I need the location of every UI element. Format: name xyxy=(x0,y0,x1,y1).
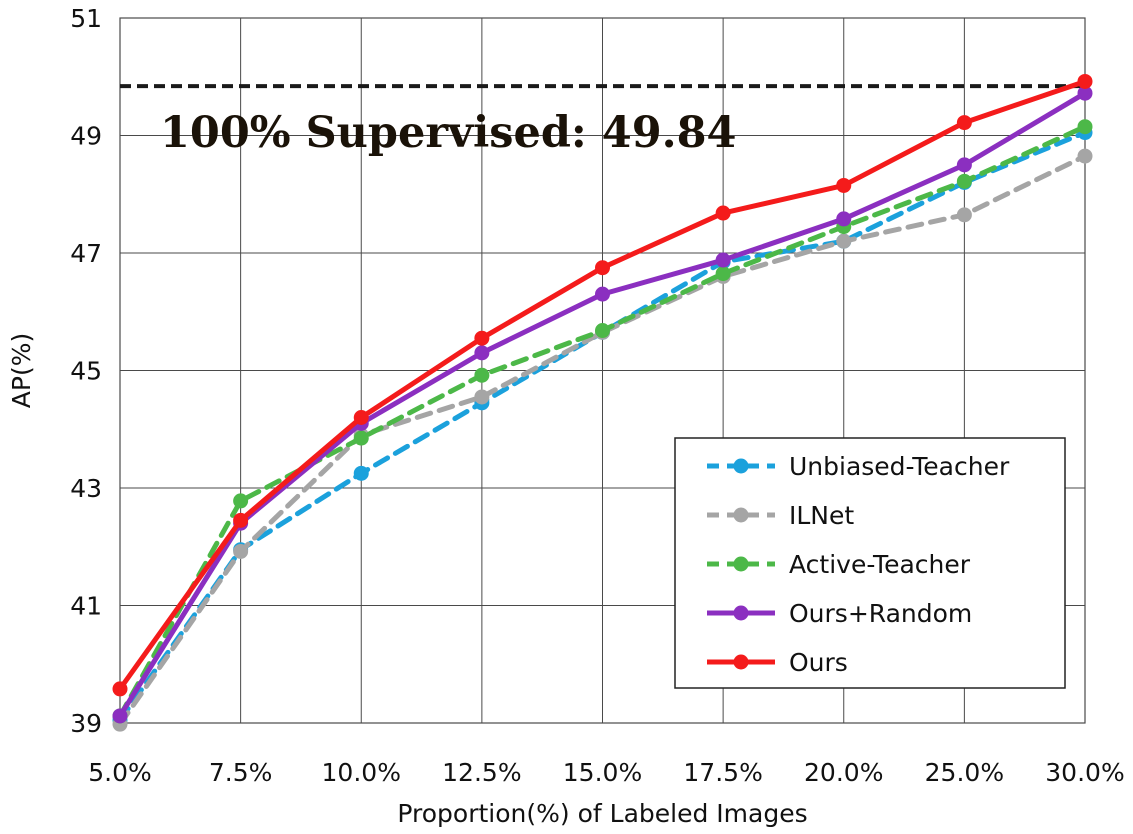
data-point-ours xyxy=(474,330,490,346)
y-tick-label: 47 xyxy=(70,239,102,268)
y-axis-title: AP(%) xyxy=(7,333,36,408)
data-point-active-teacher xyxy=(595,323,610,339)
x-tick-label: 17.5% xyxy=(683,758,762,787)
legend-marker-ours xyxy=(733,654,749,670)
x-tick-label: 12.5% xyxy=(442,758,521,787)
y-tick-label: 41 xyxy=(70,592,102,621)
data-point-ours-random xyxy=(1077,85,1093,101)
y-tick-label: 45 xyxy=(70,357,102,386)
series-group xyxy=(112,73,1093,732)
data-point-ours xyxy=(353,410,369,425)
data-point-ours xyxy=(233,512,249,528)
x-axis-title: Proportion(%) of Labeled Images xyxy=(397,799,807,828)
data-point-ours-random xyxy=(474,345,490,361)
data-point-ilnet xyxy=(233,543,249,559)
data-point-ilnet xyxy=(474,389,490,405)
data-point-active-teacher xyxy=(715,266,731,282)
data-point-ours-random xyxy=(595,286,610,302)
data-point-active-teacher xyxy=(956,173,972,189)
data-point-ours xyxy=(112,681,128,697)
data-point-ours-random xyxy=(836,211,852,227)
legend-label-ours: Ours xyxy=(789,648,848,677)
x-tick-label: 30.0% xyxy=(1045,758,1124,787)
legend-marker-unbiased-teacher xyxy=(733,458,749,474)
data-point-ours xyxy=(715,205,731,221)
x-tick-label: 10.0% xyxy=(322,758,401,787)
legend-marker-active-teacher xyxy=(733,556,749,572)
data-point-ilnet xyxy=(836,233,852,249)
x-tick-label: 15.0% xyxy=(563,758,642,787)
data-point-ilnet xyxy=(956,207,972,223)
legend-marker-ours-random xyxy=(733,605,749,621)
x-tick-label: 7.5% xyxy=(209,758,273,787)
y-tick-label: 49 xyxy=(70,122,102,151)
legend-marker-ilnet xyxy=(733,507,749,523)
data-point-active-teacher xyxy=(474,367,490,383)
y-tick-label: 39 xyxy=(70,709,102,738)
x-tick-label: 20.0% xyxy=(804,758,883,787)
legend-label-ilnet: ILNet xyxy=(789,501,854,530)
data-point-active-teacher xyxy=(1077,119,1093,135)
data-point-active-teacher xyxy=(353,430,369,446)
reference-line-group: 100% Supervised: 49.84 xyxy=(120,84,1085,158)
data-point-ours-random xyxy=(715,252,731,268)
data-point-ours xyxy=(836,177,852,193)
x-tick-label: 5.0% xyxy=(88,758,152,787)
data-point-ilnet xyxy=(1077,148,1093,164)
legend: Unbiased-Teacher ILNet Active-Teacher Ours+… xyxy=(674,437,1066,689)
data-point-ours-random xyxy=(956,157,972,173)
y-tick-label: 51 xyxy=(70,4,102,33)
y-tick-labels: 39 41 43 45 47 49 51 xyxy=(70,4,102,738)
data-point-ours-random xyxy=(112,708,128,724)
data-point-ours xyxy=(956,115,972,131)
plot-frame xyxy=(119,17,1086,724)
legend-label-unbiased-teacher: Unbiased-Teacher xyxy=(789,452,1010,481)
y-tick-label: 43 xyxy=(70,474,102,503)
data-point-unbiased-teacher xyxy=(353,465,369,481)
legend-label-ours-random: Ours+Random xyxy=(789,599,972,628)
x-tick-labels: 5.0% 7.5% 10.0% 12.5% 15.0% 17.5% 20.0% 25.0% 30… xyxy=(88,758,1124,787)
legend-label-active-teacher: Active-Teacher xyxy=(789,550,971,579)
series-ours xyxy=(112,73,1093,697)
data-point-ours xyxy=(595,260,610,276)
data-point-active-teacher xyxy=(233,493,249,509)
x-tick-label: 25.0% xyxy=(925,758,1004,787)
data-point-ours xyxy=(1077,73,1093,89)
reference-line-label: 100% Supervised: 49.84 xyxy=(160,108,736,158)
